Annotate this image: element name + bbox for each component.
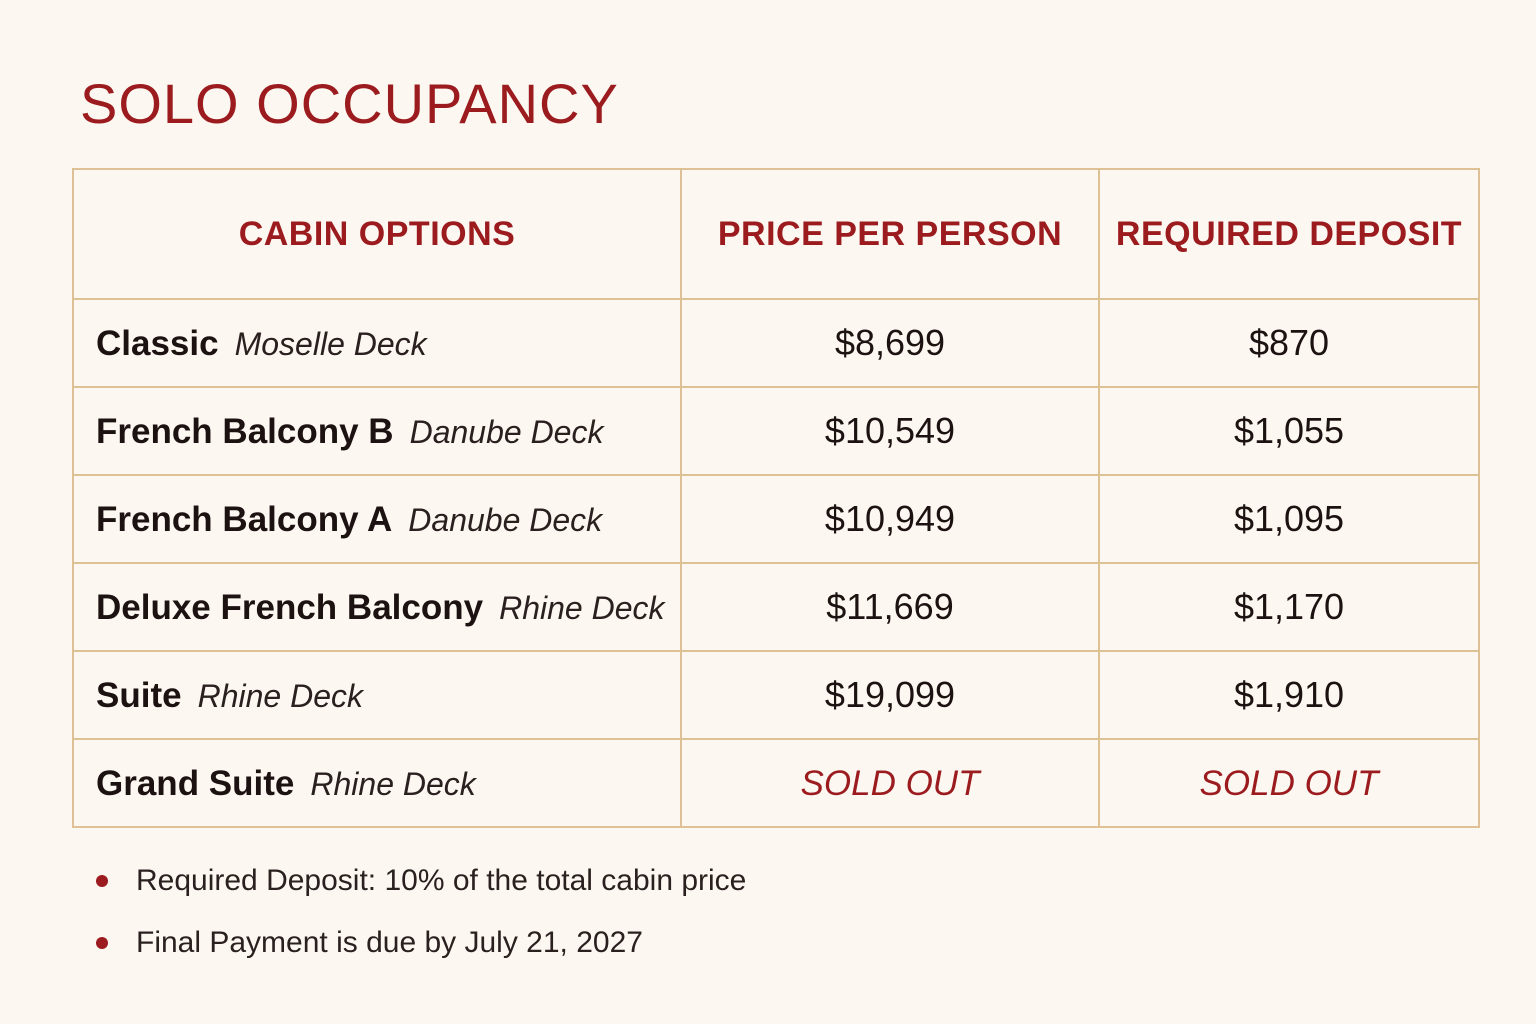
deck-name: Rhine Deck [499,590,665,626]
cabin-name: Classic [96,324,219,363]
list-item: Required Deposit: 10% of the total cabin… [94,856,746,918]
price-value: $10,949 [824,498,956,539]
deck-name: Danube Deck [409,414,604,450]
table-row: Classic Moselle Deck $8,699 $870 [72,298,1480,388]
cabin-cell: French Balcony B Danube Deck [72,386,682,476]
deposit-value: $870 [1248,322,1330,363]
table-row: Suite Rhine Deck $19,099 $1,910 [72,650,1480,740]
deposit-cell: $1,910 [1098,650,1480,740]
cabin-name: Grand Suite [96,764,295,803]
price-value: $19,099 [824,674,956,715]
price-cell: $8,699 [680,298,1100,388]
deposit-value: $1,095 [1233,498,1345,539]
deck-name: Rhine Deck [197,678,363,714]
header-cabin-options: CABIN OPTIONS [72,168,682,300]
deck-name: Danube Deck [408,502,603,538]
note-text: Final Payment is due by July 21, 2027 [136,926,643,959]
cabin-name: French Balcony B [96,412,394,451]
deposit-value: $1,055 [1233,410,1345,451]
price-value: $10,549 [824,410,956,451]
deposit-cell: $1,095 [1098,474,1480,564]
price-value: $11,669 [826,586,954,627]
table-row: French Balcony A Danube Deck $10,949 $1,0… [72,474,1480,564]
bullet-icon [96,937,108,949]
cabin-pricing-table: CABIN OPTIONS PRICE PER PERSON REQUIRED … [72,168,1480,828]
note-text: Required Deposit: 10% of the total cabin… [136,864,747,897]
deposit-cell: $1,170 [1098,562,1480,652]
price-cell: $19,099 [680,650,1100,740]
table-row: Deluxe French Balcony Rhine Deck $11,669 … [72,562,1480,652]
deck-name: Rhine Deck [310,766,476,802]
header-price-per-person: PRICE PER PERSON [680,168,1100,300]
sold-out-label: SOLD OUT [800,764,980,803]
table-row: French Balcony B Danube Deck $10,549 $1,0… [72,386,1480,476]
sold-out-label: SOLD OUT [1199,764,1379,803]
header-required-deposit: REQUIRED DEPOSIT [1098,168,1480,300]
price-cell: $11,669 [680,562,1100,652]
table-row: Grand Suite Rhine Deck SOLD OUT SOLD OUT [72,738,1480,828]
price-value: $8,699 [834,322,946,363]
cabin-cell: Grand Suite Rhine Deck [72,738,682,828]
list-item: Final Payment is due by July 21, 2027 [94,918,746,980]
cabin-name: French Balcony A [96,500,393,539]
cabin-cell: Deluxe French Balcony Rhine Deck [72,562,682,652]
cabin-name: Suite [96,676,182,715]
cabin-cell: Classic Moselle Deck [72,298,682,388]
table-header-row: CABIN OPTIONS PRICE PER PERSON REQUIRED … [72,168,1480,300]
deposit-cell: SOLD OUT [1098,738,1480,828]
cabin-cell: French Balcony A Danube Deck [72,474,682,564]
price-cell: $10,549 [680,386,1100,476]
deck-name: Moselle Deck [234,326,427,362]
notes-list: Required Deposit: 10% of the total cabin… [94,856,746,980]
price-cell: $10,949 [680,474,1100,564]
cabin-name: Deluxe French Balcony [96,588,484,627]
deposit-value: $1,170 [1233,586,1345,627]
cabin-cell: Suite Rhine Deck [72,650,682,740]
deposit-value: $1,910 [1233,674,1345,715]
deposit-cell: $870 [1098,298,1480,388]
bullet-icon [96,875,108,887]
deposit-cell: $1,055 [1098,386,1480,476]
price-cell: SOLD OUT [680,738,1100,828]
page-title: SOLO OCCUPANCY [80,72,619,135]
